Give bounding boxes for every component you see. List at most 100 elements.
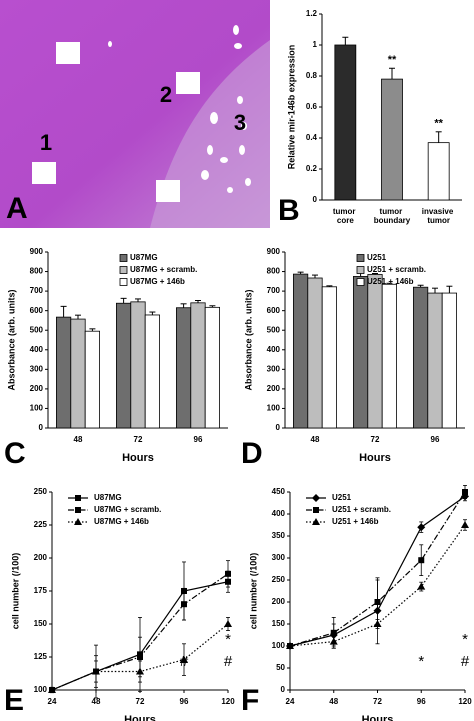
legend-label: U251 + 146b (367, 277, 414, 286)
error-bar (195, 299, 201, 303)
region-label: 3 (234, 110, 246, 135)
panel-label: E (4, 684, 24, 717)
y-tick-label: 450 (272, 487, 286, 496)
marker (180, 655, 188, 663)
marker (312, 494, 320, 502)
x-tick-label: 24 (48, 697, 57, 706)
bar (367, 274, 383, 429)
vessels (108, 25, 251, 193)
legend-item: U87MG + 146b (68, 517, 149, 526)
y-tick-label: 300 (267, 364, 281, 373)
bar (130, 301, 146, 429)
y-tick-label: 800 (30, 267, 44, 276)
region-label: 2 (160, 82, 172, 107)
legend-item: U87MG + scramb. (68, 505, 161, 514)
annotation: # (461, 653, 470, 670)
legend-item: U251 + scramb. (306, 505, 391, 514)
legend-item: U251 + 146b (306, 517, 379, 526)
y-tick-label: 200 (34, 553, 48, 562)
bar (352, 276, 369, 429)
y-tick-label: 100 (267, 404, 281, 413)
legend-item: U87MG + scramb. (119, 265, 197, 274)
x-tick-label: 48 (329, 697, 338, 706)
y-tick-label: 0.6 (306, 102, 318, 111)
annotation: ** (434, 118, 443, 130)
x-tick-label: tumor core (333, 207, 358, 225)
y-tick-label: 100 (30, 404, 44, 413)
marker (136, 667, 144, 675)
legend-item: U251 (356, 253, 387, 262)
error-bar (432, 287, 438, 294)
x-tick-label: 72 (373, 697, 382, 706)
legend-label: U87MG + scramb. (94, 505, 161, 514)
marker (374, 599, 381, 605)
y-tick-label: 0.8 (306, 71, 318, 80)
error-bar (209, 305, 216, 308)
y-tick-label: 0 (39, 423, 44, 432)
bar (84, 330, 100, 429)
y-tick-label: 200 (30, 384, 44, 393)
y-tick-label: 600 (30, 306, 44, 315)
y-tick-label: 250 (34, 487, 48, 496)
line (289, 491, 466, 647)
panel-label: C (4, 437, 26, 470)
y-tick-label: 0 (276, 423, 281, 432)
panel-label: F (241, 684, 259, 717)
error-bar (297, 271, 304, 275)
x-tick-label: 48 (74, 435, 83, 444)
error-bar (149, 311, 156, 315)
bar (307, 277, 323, 429)
x-tick-label: 120 (221, 697, 235, 706)
bar (334, 44, 357, 201)
annotation: * (225, 631, 231, 648)
y-tick-label: 900 (267, 247, 281, 256)
marker (137, 654, 143, 660)
y-tick-label: 250 (272, 575, 286, 584)
error-bar (386, 282, 393, 285)
error-bar (89, 328, 96, 332)
error-bar (326, 285, 333, 287)
x-tick-label: 48 (311, 435, 320, 444)
y-tick-label: 125 (34, 652, 48, 661)
y-tick-label: 100 (34, 685, 48, 694)
legend-label: U87MG + 146b (94, 517, 149, 526)
panel-label: A (6, 192, 28, 225)
annotation: * (418, 653, 424, 670)
y-tick-label: 300 (272, 553, 286, 562)
marker (48, 686, 56, 693)
y-tick-label: 0.4 (306, 133, 318, 142)
bar (144, 314, 160, 429)
x-axis-label: Hours (122, 452, 154, 464)
x-tick-label: 24 (286, 697, 295, 706)
bar (412, 286, 429, 429)
y-tick-label: 700 (267, 286, 281, 295)
annotation: # (224, 653, 233, 670)
y-tick-label: 900 (30, 247, 44, 256)
y-tick-label: 200 (267, 384, 281, 393)
marker (74, 518, 82, 525)
y-tick-label: 300 (30, 364, 44, 373)
bar (381, 283, 398, 429)
legend-item: U251 + scramb. (356, 265, 426, 274)
legend-item: U251 (306, 493, 352, 502)
legend-label: U251 + scramb. (332, 505, 391, 514)
bar (427, 142, 450, 201)
bar (292, 273, 309, 429)
image-panel: 1 2 3 A (0, 0, 270, 228)
marker (92, 667, 100, 675)
error-bar (135, 298, 141, 302)
error-bar (342, 36, 349, 45)
marker-square (32, 162, 56, 184)
y-tick-label: 400 (272, 509, 286, 518)
y-tick-label: 700 (30, 286, 44, 295)
y-axis-label: cell number (/100) (10, 553, 20, 630)
legend-swatch (119, 254, 128, 262)
legend-swatch (356, 266, 365, 274)
marker-square (176, 72, 200, 94)
annotation: ** (388, 54, 397, 66)
marker (312, 518, 320, 525)
legend-item: U87MG + 146b (119, 277, 185, 286)
y-tick-label: 1.2 (306, 9, 318, 18)
marker (224, 620, 232, 627)
bar (116, 302, 132, 429)
